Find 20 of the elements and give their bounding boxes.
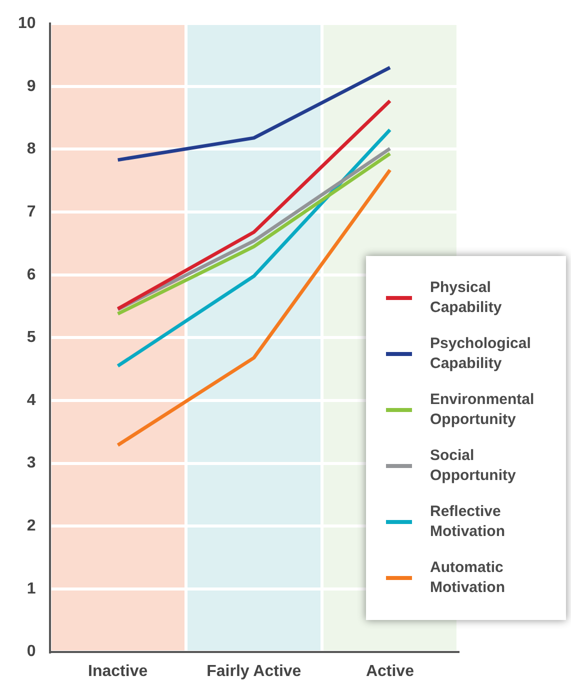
y-tick-label: 0 <box>26 643 36 660</box>
y-tick-label: 1 <box>26 580 36 598</box>
y-tick-label: 8 <box>26 140 36 158</box>
y-tick-label: 9 <box>26 78 36 95</box>
x-tick-label: Inactive <box>88 662 148 680</box>
y-tick-label: 10 <box>18 15 36 32</box>
legend-label: Reflective Motivation <box>430 502 506 542</box>
y-tick-label: 2 <box>26 518 36 535</box>
y-tick-label: 7 <box>26 203 36 220</box>
legend-label: Environmental Opportunity <box>430 390 536 430</box>
legend-label: Psychological Capability <box>430 334 532 374</box>
legend-label: Automatic Motivation <box>430 558 506 598</box>
legend-label: Physical Capability <box>430 278 503 318</box>
legend-label: Social Opportunity <box>430 446 517 486</box>
x-tick-label: Fairly Active <box>206 662 302 680</box>
x-tick-label: Active <box>366 662 414 680</box>
y-tick-label: 4 <box>26 392 36 409</box>
y-tick-label: 3 <box>26 454 36 472</box>
y-tick-label: 5 <box>26 329 36 346</box>
y-tick-label: 6 <box>26 266 36 284</box>
